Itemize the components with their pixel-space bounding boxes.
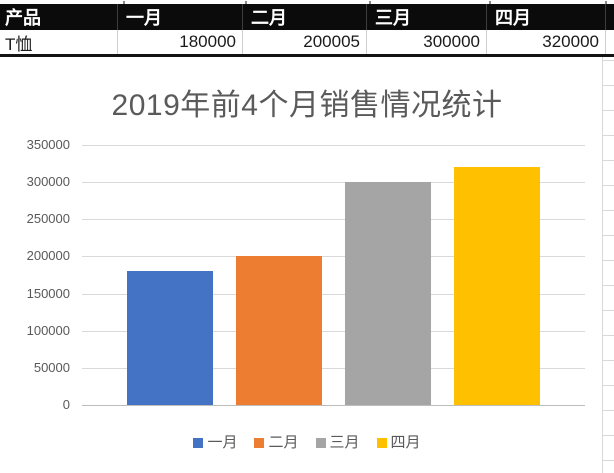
sheet-row-gridline-stub xyxy=(602,435,614,436)
sheet-row-gridline-stub xyxy=(602,360,614,361)
gridline xyxy=(82,330,585,332)
legend-entry-三月[interactable]: 三月 xyxy=(315,434,360,451)
sheet-row-gridline-stub xyxy=(602,60,614,61)
bar-三月[interactable] xyxy=(345,182,431,405)
column-separator-tick xyxy=(369,1,371,4)
gridline xyxy=(82,219,585,221)
chart-legend: 一月 二月 三月 四月 xyxy=(0,435,614,450)
cell-mar-value[interactable]: 300000 xyxy=(367,30,487,54)
sheet-row-gridline-stub xyxy=(602,160,614,161)
table-bottom-border xyxy=(0,54,614,57)
grid-edge-strip xyxy=(0,0,614,4)
sheet-row-gridline-stub xyxy=(602,210,614,211)
sheet-row-gridline-stub xyxy=(602,260,614,261)
bar-一月[interactable] xyxy=(127,271,213,405)
data-table: 产品 一月 二月 三月 四月 T恤 180000 200005 300000 3… xyxy=(0,4,614,54)
legend-label: 四月 xyxy=(390,434,421,451)
column-separator-tick xyxy=(123,1,125,4)
y-axis-tick-label: 250000 xyxy=(26,211,70,227)
column-separator-tick xyxy=(605,1,607,4)
y-axis-tick-label: 50000 xyxy=(33,359,70,375)
cell-apr-value[interactable]: 320000 xyxy=(487,30,606,54)
gridline xyxy=(82,145,585,146)
header-cell-cutoff xyxy=(606,4,614,30)
gridline xyxy=(82,182,585,184)
legend-label: 一月 xyxy=(207,434,238,451)
cell-cutoff xyxy=(606,30,614,54)
chart-title[interactable]: 2019年前4个月销售情况统计 xyxy=(111,89,503,122)
gridline xyxy=(82,367,585,369)
header-cell-apr[interactable]: 四月 xyxy=(487,4,606,30)
sheet-column-gridline xyxy=(602,57,603,473)
sheet-row-gridline-stub xyxy=(602,110,614,111)
sheet-row-gridline-stub xyxy=(602,385,614,386)
legend-label: 二月 xyxy=(268,434,299,451)
legend-entry-一月[interactable]: 一月 xyxy=(193,435,237,450)
header-cell-product[interactable]: 产品 xyxy=(0,4,118,30)
sheet-row-gridline-stub xyxy=(602,135,614,136)
header-cell-jan[interactable]: 一月 xyxy=(118,4,243,30)
legend-entry-二月[interactable]: 二月 xyxy=(254,434,299,451)
cell-jan-value[interactable]: 180000 xyxy=(118,30,243,54)
gridline xyxy=(82,405,585,406)
gridline xyxy=(82,293,585,295)
header-cell-feb[interactable]: 二月 xyxy=(243,4,367,30)
sheet-row-gridline-stub xyxy=(602,185,614,186)
y-axis-tick-label: 100000 xyxy=(26,322,70,338)
cell-product-name[interactable]: T恤 xyxy=(0,30,118,54)
header-cell-mar[interactable]: 三月 xyxy=(367,4,487,30)
bar-二月[interactable] xyxy=(236,256,322,405)
bar-四月[interactable] xyxy=(454,167,540,405)
legend-swatch-icon xyxy=(193,437,204,448)
column-separator-tick xyxy=(489,1,491,4)
legend-swatch-icon xyxy=(315,437,326,448)
y-axis-tick-label: 0 xyxy=(62,397,70,412)
sheet-row-gridline-stub xyxy=(602,310,614,311)
y-axis-tick-label: 300000 xyxy=(26,174,70,190)
table-data-row: T恤 180000 200005 300000 320000 xyxy=(0,30,614,54)
sheet-row-gridline-stub xyxy=(602,335,614,336)
sheet-row-gridline-stub xyxy=(602,85,614,86)
y-axis-tick-label: 200000 xyxy=(26,248,70,264)
legend-swatch-icon xyxy=(376,437,387,448)
legend-label: 三月 xyxy=(329,434,360,451)
y-axis-tick-label: 350000 xyxy=(26,137,70,152)
cell-feb-value[interactable]: 200005 xyxy=(243,30,367,54)
column-separator-tick xyxy=(245,1,247,4)
sheet-row-gridline-stub xyxy=(602,460,614,461)
gridline xyxy=(82,256,585,258)
sheet-row-gridline-stub xyxy=(602,285,614,286)
table-header-row: 产品 一月 二月 三月 四月 xyxy=(0,4,614,30)
sheet-row-gridline-stub xyxy=(602,235,614,236)
sheet-row-gridline-stub xyxy=(602,410,614,411)
legend-swatch-icon xyxy=(254,437,265,448)
legend-entry-四月[interactable]: 四月 xyxy=(376,434,421,451)
y-axis-tick-label: 150000 xyxy=(26,285,70,301)
